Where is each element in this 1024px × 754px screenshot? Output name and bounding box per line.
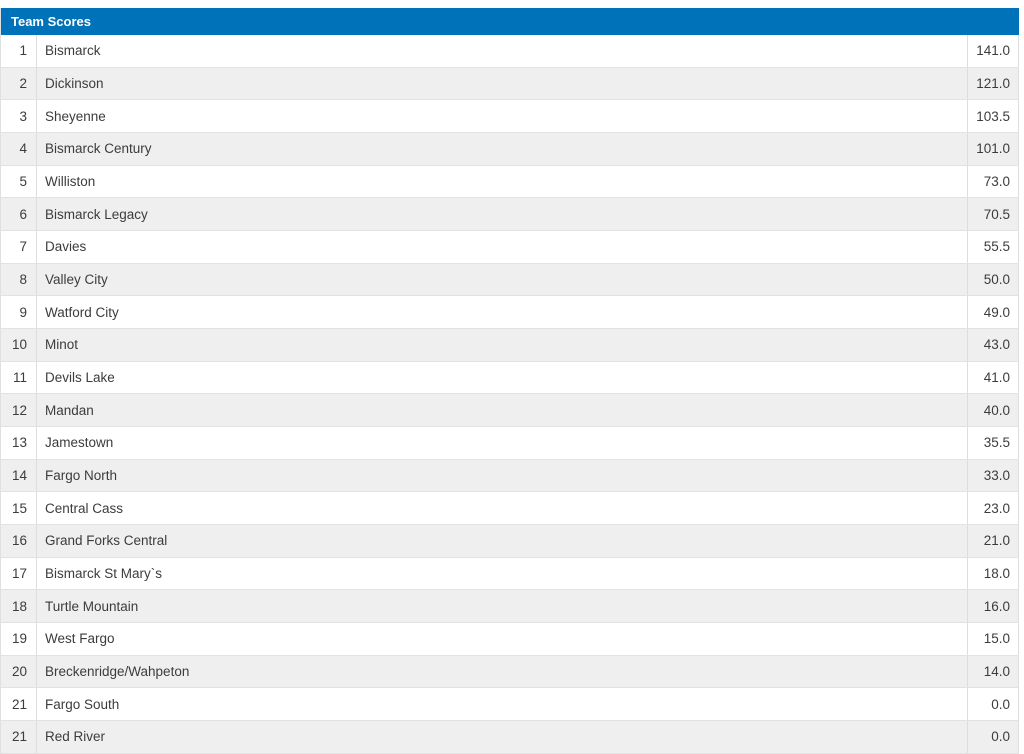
score-cell: 50.0	[967, 263, 1019, 296]
rank-cell: 20	[1, 655, 37, 688]
table-body: 1 Bismarck 141.0 2 Dickinson 121.0 3 She…	[1, 35, 1019, 754]
table-row: 1 Bismarck 141.0	[1, 35, 1019, 68]
team-name-cell: Central Cass	[45, 500, 124, 516]
team-name-cell: Jamestown	[45, 435, 114, 451]
team-name-cell: Dickinson	[45, 76, 104, 91]
table-row: 5 Williston 73.0	[1, 165, 1019, 199]
table-row: 6 Bismarck Legacy 70.5	[1, 198, 1019, 232]
rank-cell: 18	[1, 590, 37, 623]
rank-cell: 9	[1, 296, 37, 329]
score-cell: 33.0	[967, 459, 1019, 492]
team-name-cell: West Fargo	[45, 631, 115, 647]
rank-cell: 6	[1, 198, 37, 231]
score-cell: 141.0	[967, 35, 1019, 67]
rank-cell: 13	[1, 427, 37, 459]
score-cell: 103.5	[967, 100, 1019, 133]
table-row: 19 West Fargo 15.0	[1, 623, 1019, 656]
team-name-cell: Devils Lake	[45, 370, 115, 386]
score-cell: 21.0	[967, 525, 1019, 557]
score-cell: 16.0	[967, 590, 1019, 623]
table-row: 4 Bismarck Century 101.0	[1, 133, 1019, 166]
rank-cell: 11	[1, 361, 37, 394]
rank-cell: 7	[1, 231, 37, 263]
rank-cell: 21	[1, 688, 37, 721]
table-title: Team Scores	[11, 14, 91, 29]
rank-cell: 1	[1, 35, 37, 67]
team-name-cell: Williston	[45, 174, 96, 190]
team-name-cell: Valley City	[45, 272, 108, 288]
team-name-cell: Turtle Mountain	[45, 598, 139, 614]
rank-cell: 12	[1, 394, 37, 427]
table-row: 18 Turtle Mountain 16.0	[1, 590, 1019, 624]
score-cell: 14.0	[967, 655, 1019, 688]
rank-cell: 2	[1, 67, 37, 100]
rank-cell: 17	[1, 557, 37, 590]
team-name-cell: Bismarck St Mary`s	[45, 566, 163, 582]
table-row: 10 Minot 43.0	[1, 329, 1019, 362]
team-name-cell: Red River	[45, 729, 106, 745]
table-row: 15 Central Cass 23.0	[1, 492, 1019, 526]
team-name-cell: Bismarck	[45, 43, 101, 59]
table-row: 20 Breckenridge/Wahpeton 14.0	[1, 655, 1019, 689]
table-row: 8 Valley City 50.0	[1, 263, 1019, 297]
rank-cell: 14	[1, 459, 37, 492]
score-cell: 0.0	[967, 721, 1019, 753]
score-cell: 0.0	[967, 688, 1019, 721]
score-cell: 35.5	[967, 427, 1019, 459]
team-name-cell: Grand Forks Central	[45, 533, 168, 549]
rank-cell: 10	[1, 329, 37, 361]
score-cell: 49.0	[967, 296, 1019, 329]
team-name-cell: Bismarck Legacy	[45, 206, 148, 222]
team-name-cell: Fargo South	[45, 696, 120, 712]
team-name-cell: Davies	[45, 239, 87, 255]
table-row: 9 Watford City 49.0	[1, 296, 1019, 330]
table-row: 16 Grand Forks Central 21.0	[1, 525, 1019, 558]
table-row: 3 Sheyenne 103.5	[1, 100, 1019, 134]
score-cell: 18.0	[967, 557, 1019, 590]
rank-cell: 21	[1, 721, 37, 753]
table-row: 17 Bismarck St Mary`s 18.0	[1, 557, 1019, 591]
rank-cell: 3	[1, 100, 37, 133]
rank-cell: 19	[1, 623, 37, 655]
rank-cell: 15	[1, 492, 37, 525]
score-cell: 23.0	[967, 492, 1019, 525]
score-cell: 40.0	[967, 394, 1019, 427]
team-name-cell: Watford City	[45, 304, 119, 320]
score-cell: 70.5	[967, 198, 1019, 231]
rank-cell: 8	[1, 263, 37, 296]
score-cell: 73.0	[967, 165, 1019, 198]
table-header: Team Scores	[1, 8, 1019, 35]
team-name-cell: Minot	[45, 337, 79, 353]
table-row: 11 Devils Lake 41.0	[1, 361, 1019, 395]
table-row: 2 Dickinson 121.0	[1, 67, 1019, 101]
team-scores-table: Team Scores 1 Bismarck 141.0 2 Dickinson…	[0, 8, 1019, 754]
table-row: 13 Jamestown 35.5	[1, 427, 1019, 460]
table-row: 7 Davies 55.5	[1, 231, 1019, 264]
score-cell: 55.5	[967, 231, 1019, 263]
table-row: 14 Fargo North 33.0	[1, 459, 1019, 493]
score-cell: 41.0	[967, 361, 1019, 394]
team-name-cell: Breckenridge/Wahpeton	[45, 664, 190, 680]
table-row: 21 Fargo South 0.0	[1, 688, 1019, 722]
team-name-cell: Mandan	[45, 402, 94, 418]
score-cell: 101.0	[967, 133, 1019, 165]
score-cell: 121.0	[967, 67, 1019, 100]
rank-cell: 4	[1, 133, 37, 165]
team-name-cell: Bismarck Century	[45, 141, 152, 157]
score-cell: 15.0	[967, 623, 1019, 655]
rank-cell: 5	[1, 165, 37, 198]
team-name-cell: Sheyenne	[45, 108, 106, 124]
table-row: 21 Red River 0.0	[1, 721, 1019, 754]
table-row: 12 Mandan 40.0	[1, 394, 1019, 428]
score-cell: 43.0	[967, 329, 1019, 361]
rank-cell: 16	[1, 525, 37, 557]
team-name-cell: Fargo North	[45, 468, 118, 484]
